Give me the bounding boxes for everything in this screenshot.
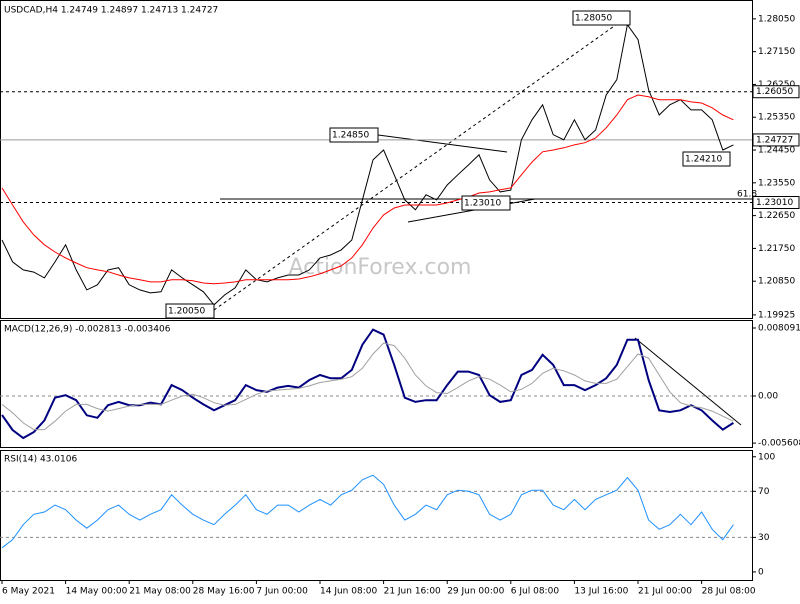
x-tick-label: 28 Jul 08:00 <box>702 587 756 597</box>
series-line <box>1 474 734 549</box>
series-line <box>1 94 734 285</box>
annotation: 1.28050 <box>575 14 612 24</box>
level-label-box <box>752 85 800 99</box>
level-label-box <box>752 133 800 147</box>
rsi-title: RSI(14) 43.0106 <box>4 455 77 465</box>
annotation: 1.24210 <box>685 155 722 165</box>
level-label: 1.24727 <box>756 135 793 145</box>
x-tick-label: 29 Jun 00:00 <box>447 587 504 597</box>
y-tick-label: 0 <box>758 567 764 577</box>
x-tick-label: 6 May 2021 <box>2 587 55 597</box>
x-tick-label: 21 Jun 16:00 <box>384 587 441 597</box>
annotation: 1.24850 <box>332 131 369 141</box>
x-tick-label: 21 Jul 00:00 <box>638 587 692 597</box>
y-tick-label: 1.24450 <box>758 146 795 156</box>
y-tick-label: 30 <box>758 533 770 543</box>
x-tick-label: 6 Jul 08:00 <box>511 587 560 597</box>
annotation-box <box>461 195 511 211</box>
y-tick-label: 1.28050 <box>758 14 795 24</box>
annotation: 61.8 <box>737 190 757 200</box>
rsi-panel <box>0 450 753 581</box>
chart-title: USDCAD,H4 1.24749 1.24897 1.24713 1.2472… <box>4 6 218 16</box>
annotation-box <box>572 10 631 26</box>
y-tick-label: 70 <box>758 487 770 497</box>
trend-line <box>213 16 628 311</box>
macd-trend-line <box>634 337 742 426</box>
y-tick-label: 1.26250 <box>758 80 795 90</box>
macd-title: MACD(12,26,9) -0.002813 -0.003406 <box>4 325 171 335</box>
annotation: 1.23010 <box>464 199 501 209</box>
x-tick-label: 14 Jun 08:00 <box>320 587 377 597</box>
x-tick-label: 14 May 00:00 <box>66 587 128 597</box>
x-tick-label: 13 Jul 16:00 <box>574 587 628 597</box>
y-tick-label: 1.25350 <box>758 113 795 123</box>
annotation-box <box>682 151 731 167</box>
y-tick-label: 0.00 <box>758 391 778 401</box>
y-tick-label: 1.23550 <box>758 178 795 188</box>
annotation-box <box>329 127 379 143</box>
annotation-box <box>165 303 215 319</box>
y-tick-label: 1.22650 <box>758 211 795 221</box>
x-tick-label: 7 Jun 00:00 <box>256 587 308 597</box>
level-label-box <box>752 195 800 209</box>
y-tick-label: -0.005608 <box>758 439 800 449</box>
level-label: 1.23010 <box>756 198 793 208</box>
level-label: 1.26050 <box>756 87 793 97</box>
series-line <box>1 342 734 431</box>
y-tick-label: 0.008091 <box>758 324 800 334</box>
annotation: 1.20050 <box>168 307 205 317</box>
y-tick-label: 100 <box>758 452 775 462</box>
triangle-line <box>377 134 508 153</box>
series-line <box>1 328 734 440</box>
y-tick-label: 1.27150 <box>758 47 795 57</box>
y-tick-label: 1.20850 <box>758 277 795 287</box>
watermark: ActionForex.com <box>289 255 472 280</box>
macd-panel <box>0 320 753 448</box>
price-panel <box>0 0 753 319</box>
x-tick-label: 28 May 16:00 <box>193 587 255 597</box>
y-tick-label: 1.19925 <box>758 310 795 320</box>
x-tick-label: 21 May 08:00 <box>129 587 191 597</box>
y-tick-label: 1.21750 <box>758 244 795 254</box>
